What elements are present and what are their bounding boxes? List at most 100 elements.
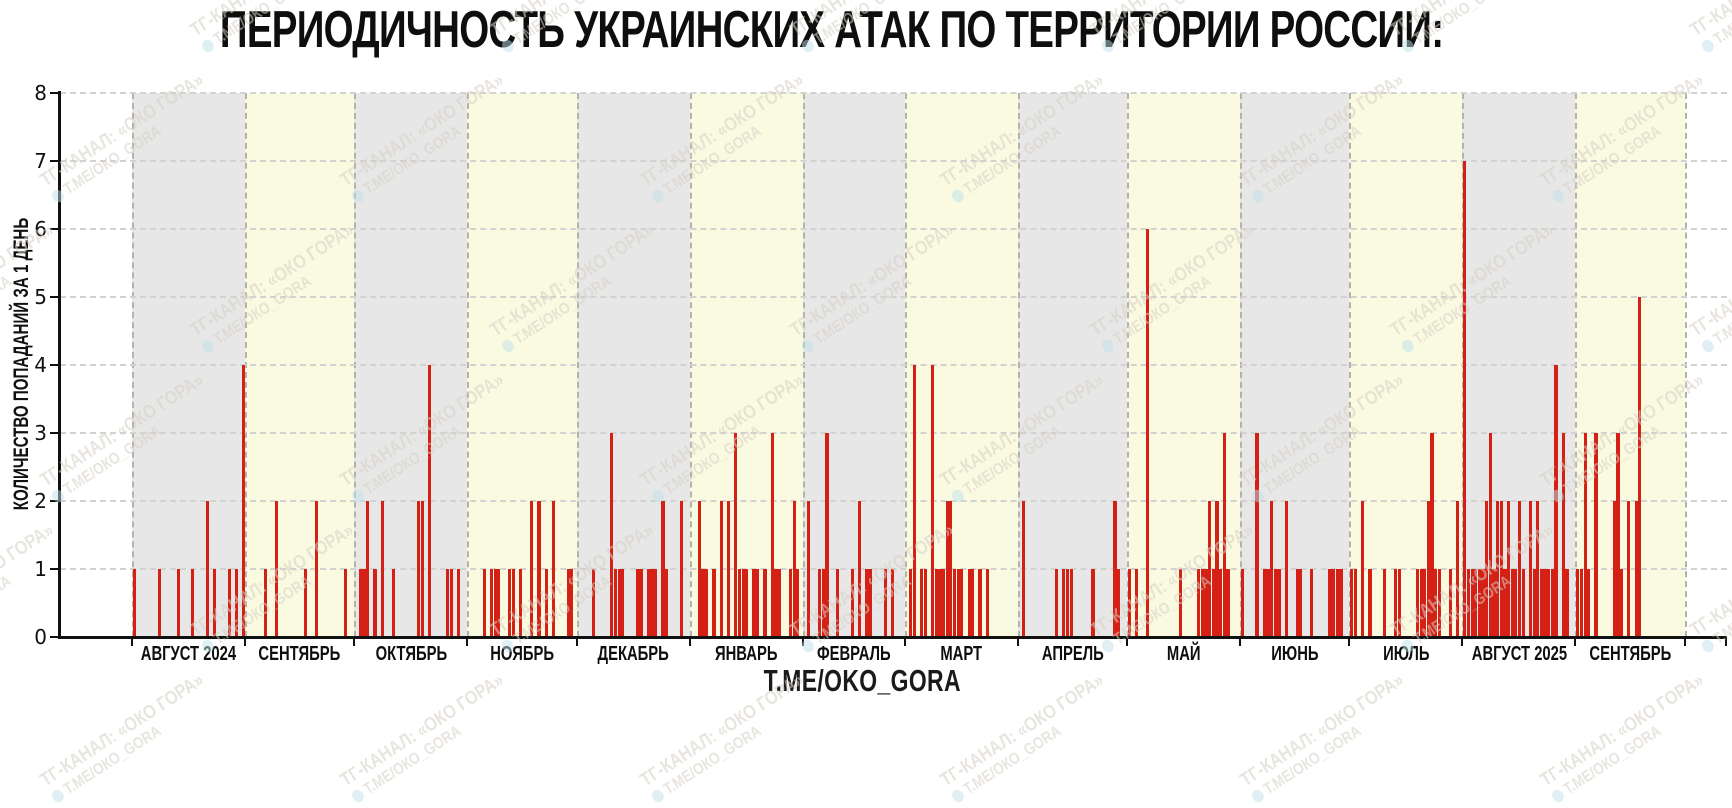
bar-hit-count — [617, 569, 621, 636]
y-axis-tick-label: 1 — [34, 557, 47, 581]
bar-hit-count — [1219, 569, 1223, 636]
bar-hit-count — [1226, 569, 1230, 636]
bar-hit-count — [923, 569, 927, 636]
bar-hit-count — [1481, 569, 1485, 636]
bar-hit-count — [697, 501, 701, 636]
bar-hit-count — [938, 569, 942, 636]
bar-hit-count — [1554, 365, 1558, 636]
gridline-y4 — [60, 364, 1727, 366]
bar-hit-count — [1437, 569, 1441, 636]
x-axis-month-label: МАРТ — [871, 643, 1051, 666]
bar-hit-count — [777, 569, 782, 636]
bar-hit-count — [770, 433, 774, 636]
bar-hit-count — [737, 569, 742, 636]
x-axis-tick — [1683, 639, 1686, 646]
y-axis-tick — [50, 636, 59, 638]
x-axis-tick — [688, 639, 691, 646]
x-axis-month-label-text: ДЕКАБРЬ — [597, 643, 669, 665]
bar-hit-count — [1587, 569, 1591, 636]
bar-hit-count — [956, 569, 960, 636]
bar-hit-count — [756, 569, 760, 636]
bar-hit-count — [1419, 569, 1423, 636]
gridline-y2 — [60, 500, 1727, 502]
bar-hit-count — [373, 569, 377, 636]
x-axis-tick — [1574, 639, 1577, 646]
bar-hit-count — [1528, 501, 1533, 636]
bar-hit-count — [420, 501, 424, 636]
x-axis-tick — [1016, 639, 1019, 646]
x-axis-month-label: ДЕКАБРЬ — [543, 643, 723, 666]
telegram-circle-icon — [349, 787, 367, 805]
footer-text: T.ME/OKO_GORA — [763, 663, 961, 698]
bar-hit-count — [701, 569, 705, 636]
bar-hit-count — [1576, 569, 1580, 636]
x-axis-month-label-text: АПРЕЛЬ — [1041, 643, 1104, 665]
bar-hit-count — [1022, 501, 1026, 636]
bar-hit-count — [519, 569, 523, 636]
bar-hit-count — [1470, 569, 1474, 636]
bar-hit-count — [1514, 569, 1518, 636]
footer-channel-link: T.ME/OKO_GORA — [0, 663, 1724, 699]
x-axis-tick — [903, 639, 906, 646]
bar-hit-count — [391, 569, 395, 636]
x-axis-month-label: МАЙ — [1094, 643, 1274, 666]
bar-hit-count — [869, 569, 873, 636]
bar-hit-count — [1474, 569, 1478, 636]
bar-hit-count — [358, 569, 362, 636]
x-axis-month-label-text: ФЕВРАЛЬ — [816, 643, 891, 665]
gridline-y5 — [60, 296, 1727, 298]
bar-hit-count — [1197, 569, 1201, 636]
bar-hit-count — [511, 569, 516, 636]
bar-hit-count — [1583, 433, 1587, 636]
bar-hit-count — [650, 569, 654, 636]
bar-hit-count — [1353, 569, 1358, 636]
bar-hit-count — [1065, 569, 1070, 636]
x-axis-month-label-text: ОКТЯБРЬ — [375, 643, 447, 665]
bar-hit-count — [1208, 501, 1212, 636]
bar-hit-count — [1448, 569, 1452, 636]
x-axis-month-label: АВГУСТ 2025 — [1429, 643, 1609, 666]
bar-hit-count — [978, 569, 982, 636]
bar-hit-count — [274, 501, 279, 636]
bar-hit-count — [489, 569, 494, 636]
x-axis-month-label-text: СЕНТЯБРЬ — [1589, 643, 1672, 665]
x-axis-month-label-text: МАЙ — [1166, 643, 1201, 665]
bar-hit-count — [1393, 569, 1398, 636]
bar-hit-count — [1463, 161, 1467, 636]
bar-hit-count — [1430, 433, 1434, 636]
bar-hit-count — [920, 569, 924, 636]
bar-hit-count — [1178, 569, 1183, 636]
bar-hit-count — [1200, 569, 1204, 636]
y-axis-tick — [50, 364, 59, 366]
bar-hit-count — [570, 569, 574, 636]
bar-hit-count — [941, 569, 946, 636]
bar-hit-count — [551, 501, 556, 636]
bar-hit-count — [796, 569, 800, 636]
telegram-circle-icon — [1699, 337, 1717, 355]
telegram-circle-icon — [649, 787, 667, 805]
bar-hit-count — [592, 569, 596, 636]
bar-hit-count — [1423, 569, 1427, 636]
bar-hit-count — [457, 569, 461, 636]
bar-hit-count — [176, 569, 180, 636]
bar-hit-count — [931, 365, 935, 636]
bar-hit-count — [1477, 569, 1482, 636]
bar-hit-count — [1383, 569, 1387, 636]
bar-hit-count — [1579, 569, 1584, 636]
bar-hit-count — [1485, 501, 1489, 636]
y-axis-tick — [50, 92, 59, 94]
x-axis-tick — [1461, 639, 1464, 646]
bar-hit-count — [865, 569, 869, 636]
x-axis-tick — [131, 639, 133, 646]
x-axis-month-label: ИЮЛЬ — [1316, 643, 1496, 666]
bar-hit-count — [883, 569, 887, 636]
bar-hit-count — [836, 569, 840, 636]
x-axis-month-label-text: МАРТ — [940, 643, 983, 665]
bar-hit-count — [304, 569, 308, 636]
y-axis-tick-label: 2 — [34, 489, 47, 513]
bar-hit-count — [1339, 569, 1343, 636]
bar-hit-count — [960, 569, 964, 636]
bar-hit-count — [205, 501, 209, 636]
bar-hit-count — [482, 569, 486, 636]
bar-hit-count — [380, 501, 384, 636]
